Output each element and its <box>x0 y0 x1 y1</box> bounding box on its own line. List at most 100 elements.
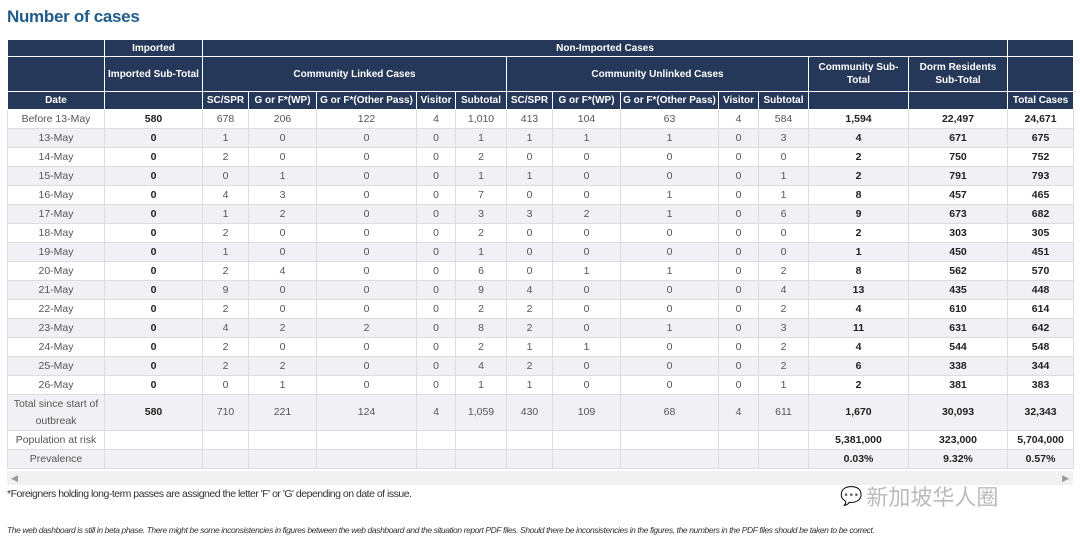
cell-unlinked-subtotal: 3 <box>758 318 809 338</box>
cell-linked-subtotal: 1 <box>455 166 507 186</box>
table-row: 26-May 0 0 1 0 0 1 1 0 0 0 1 2 381 383 <box>7 375 1075 395</box>
cell-linked-sc-spr: 1 <box>202 242 249 262</box>
cell-imported-subtotal: 0 <box>104 128 203 148</box>
scroll-left-arrow-icon[interactable]: ◀ <box>11 473 18 483</box>
header-imported-subtotal: Imported Sub-Total <box>104 56 203 92</box>
cell-linked-other-pass <box>316 430 417 450</box>
disclaimer: The web dashboard is still in beta phase… <box>7 525 875 535</box>
cell-total-cases: 344 <box>1007 356 1075 376</box>
cell-linked-subtotal: 1,010 <box>455 109 507 129</box>
cell-unlinked-subtotal: 4 <box>758 280 809 300</box>
cell-linked-wp: 2 <box>248 204 317 224</box>
cell-dorm-subtotal: 457 <box>907 185 1009 205</box>
cell-unlinked-visitor: 0 <box>718 375 759 395</box>
cell-total-cases: 548 <box>1007 337 1075 357</box>
cell-unlinked-visitor <box>718 449 759 469</box>
cell-linked-wp: 1 <box>248 375 317 395</box>
cell-linked-subtotal: 7 <box>455 185 507 205</box>
horizontal-scrollbar[interactable]: ◀ ▶ <box>7 471 1073 485</box>
cell-unlinked-subtotal: 2 <box>758 356 809 376</box>
cell-unlinked-subtotal: 3 <box>758 128 809 148</box>
cell-date: 13-May <box>7 128 105 148</box>
table-row: 20-May 0 2 4 0 0 6 0 1 1 0 2 8 562 570 <box>7 261 1075 281</box>
cell-dorm-subtotal: 22,497 <box>907 109 1009 129</box>
cell-linked-visitor: 0 <box>416 337 456 357</box>
cell-imported-subtotal: 0 <box>104 242 203 262</box>
cell-linked-sc-spr: 2 <box>202 337 249 357</box>
cell-linked-sc-spr: 4 <box>202 185 249 205</box>
cell-unlinked-wp: 1 <box>552 337 621 357</box>
cell-linked-wp: 0 <box>248 280 317 300</box>
cell-unlinked-other-pass: 0 <box>620 375 719 395</box>
cell-unlinked-wp: 0 <box>552 280 621 300</box>
header-subtotal: Subtotal <box>758 91 809 110</box>
cell-linked-visitor: 0 <box>416 147 456 167</box>
cell-unlinked-visitor: 4 <box>718 109 759 129</box>
cell-community-subtotal: 1,594 <box>808 109 909 129</box>
cell-unlinked-visitor: 0 <box>718 280 759 300</box>
cell-linked-sc-spr: 2 <box>202 356 249 376</box>
cell-linked-sc-spr: 2 <box>202 223 249 243</box>
cell-linked-visitor: 0 <box>416 204 456 224</box>
cell-community-subtotal: 11 <box>808 318 909 338</box>
table-row: 19-May 0 1 0 0 0 1 0 0 0 0 0 1 450 451 <box>7 242 1075 262</box>
cell-linked-wp: 0 <box>248 147 317 167</box>
cell-unlinked-sc-spr: 2 <box>506 299 553 319</box>
cell-dorm-subtotal: 544 <box>907 337 1009 357</box>
cell-linked-subtotal: 3 <box>455 204 507 224</box>
scroll-right-arrow-icon[interactable]: ▶ <box>1062 473 1069 483</box>
cell-total-cases: 614 <box>1007 299 1075 319</box>
cell-date: 21-May <box>7 280 105 300</box>
cell-community-subtotal: 9 <box>808 204 909 224</box>
cell-unlinked-other-pass: 1 <box>620 128 719 148</box>
cell-community-subtotal: 4 <box>808 299 909 319</box>
cell-unlinked-sc-spr: 1 <box>506 166 553 186</box>
cell-linked-visitor: 0 <box>416 166 456 186</box>
cell-linked-other-pass: 0 <box>316 299 417 319</box>
table-row: 23-May 0 4 2 2 0 8 2 0 1 0 3 11 631 642 <box>7 318 1075 338</box>
cell-unlinked-visitor <box>718 430 759 450</box>
cell-linked-other-pass: 0 <box>316 223 417 243</box>
watermark: 💬 新加坡华人圈 <box>840 480 998 512</box>
cell-unlinked-subtotal: 2 <box>758 337 809 357</box>
page-title: Number of cases <box>7 7 140 26</box>
header-visitor: Visitor <box>416 91 456 110</box>
cell-date: 20-May <box>7 261 105 281</box>
header-visitor: Visitor <box>718 91 759 110</box>
cell-linked-subtotal: 1 <box>455 375 507 395</box>
cell-imported-subtotal: 0 <box>104 185 203 205</box>
header-blank <box>104 91 203 110</box>
cell-date: Population at risk <box>7 430 105 450</box>
cell-unlinked-other-pass: 0 <box>620 147 719 167</box>
cell-total-cases: 451 <box>1007 242 1075 262</box>
cell-linked-wp: 0 <box>248 223 317 243</box>
cell-date: 15-May <box>7 166 105 186</box>
cell-unlinked-other-pass: 1 <box>620 318 719 338</box>
cell-dorm-subtotal: 381 <box>907 375 1009 395</box>
cell-imported-subtotal: 0 <box>104 261 203 281</box>
table-row: 24-May 0 2 0 0 0 2 1 1 0 0 2 4 544 548 <box>7 337 1075 357</box>
cell-total-cases: 752 <box>1007 147 1075 167</box>
cell-dorm-subtotal: 562 <box>907 261 1009 281</box>
cell-unlinked-subtotal: 2 <box>758 299 809 319</box>
cell-community-subtotal: 2 <box>808 147 909 167</box>
cell-linked-sc-spr: 0 <box>202 375 249 395</box>
header-total-cases: Total Cases <box>1007 91 1075 110</box>
cell-linked-wp: 0 <box>248 128 317 148</box>
cell-linked-wp: 2 <box>248 356 317 376</box>
footnote: *Foreigners holding long-term passes are… <box>7 488 412 500</box>
cell-community-subtotal: 0.03% <box>808 449 909 469</box>
cell-linked-visitor: 0 <box>416 242 456 262</box>
cell-linked-other-pass: 0 <box>316 337 417 357</box>
cell-dorm-subtotal: 435 <box>907 280 1009 300</box>
cell-total-cases: 5,704,000 <box>1007 430 1075 450</box>
cell-imported-subtotal: 0 <box>104 299 203 319</box>
cell-unlinked-sc-spr: 430 <box>506 394 553 431</box>
cell-total-cases: 383 <box>1007 375 1075 395</box>
cell-linked-other-pass: 0 <box>316 128 417 148</box>
cell-total-cases: 675 <box>1007 128 1075 148</box>
cell-linked-other-pass <box>316 449 417 469</box>
cell-linked-other-pass: 0 <box>316 280 417 300</box>
cell-community-subtotal: 2 <box>808 223 909 243</box>
cell-unlinked-sc-spr: 0 <box>506 223 553 243</box>
